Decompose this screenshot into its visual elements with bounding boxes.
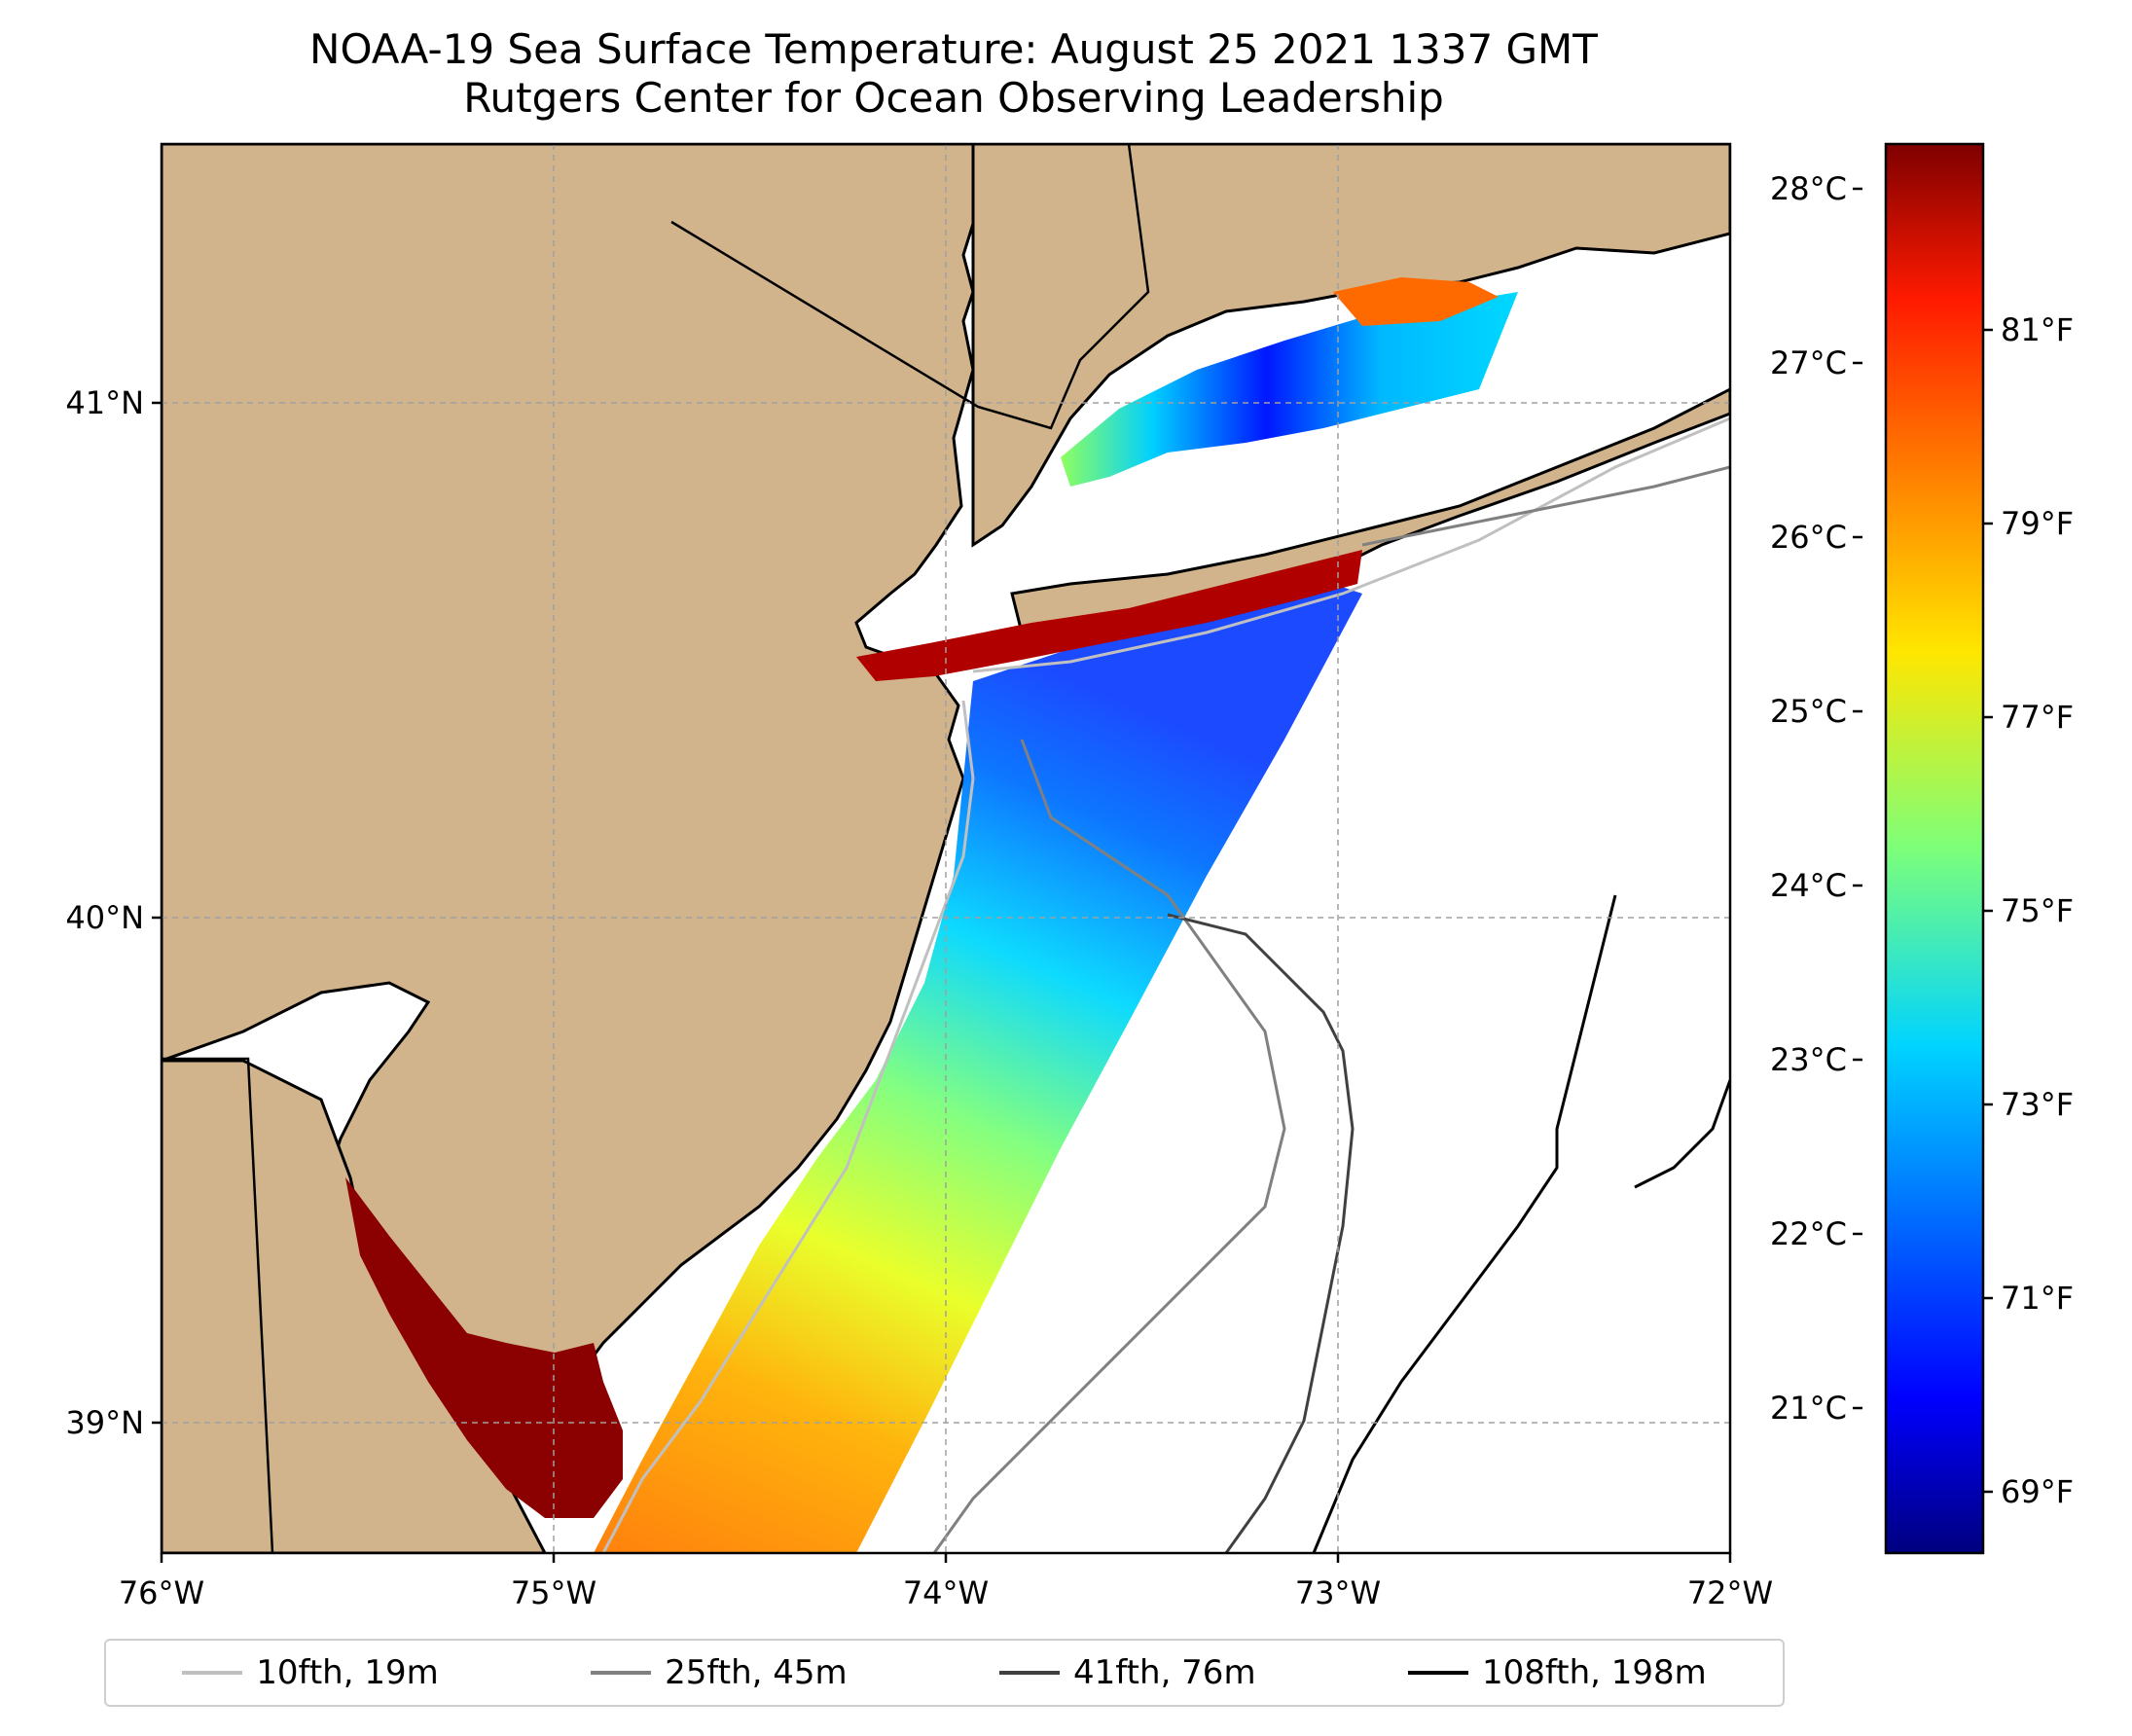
celsius-label: 24°C <box>1770 867 1847 904</box>
isobaths <box>601 416 1730 1553</box>
celsius-labels: 28°C 27°C 26°C 25°C 24°C 23°C 22°C 21°C <box>1770 170 1847 1427</box>
li-sound-sst <box>1061 292 1518 487</box>
legend-line-swatch <box>182 1671 243 1675</box>
fahrenheit-label: 81°F <box>2001 311 2074 348</box>
legend-item: 10fth, 19m <box>182 1653 439 1692</box>
map-title: NOAA-19 Sea Surface Temperature: August … <box>0 25 1907 123</box>
axis-tick-marks <box>152 401 1732 1563</box>
fahrenheit-label: 73°F <box>2001 1086 2074 1123</box>
isobath-76m <box>1167 913 1355 1553</box>
legend-label: 41fth, 76m <box>1073 1653 1256 1692</box>
fahrenheit-label: 69°F <box>2001 1473 2074 1510</box>
lon-tick-label: 76°W <box>119 1574 204 1611</box>
isobath-198m <box>1312 894 1730 1553</box>
lat-tick-label: 39°N <box>65 1404 144 1441</box>
celsius-label: 25°C <box>1770 693 1847 730</box>
isobath-legend: 10fth, 19m 25fth, 45m 41fth, 76m 108fth,… <box>104 1639 1785 1707</box>
fahrenheit-label: 71°F <box>2001 1280 2074 1317</box>
legend-item: 25fth, 45m <box>591 1653 848 1692</box>
title-line-1: NOAA-19 Sea Surface Temperature: August … <box>309 25 1598 73</box>
fahrenheit-label: 79°F <box>2001 505 2074 542</box>
celsius-label: 22°C <box>1770 1215 1847 1252</box>
sst-swath <box>594 584 1362 1553</box>
lon-tick-label: 72°W <box>1687 1574 1773 1611</box>
celsius-label: 26°C <box>1770 519 1847 556</box>
fahrenheit-labels: 81°F 79°F 77°F 75°F 73°F 71°F 69°F <box>2001 311 2074 1510</box>
lat-tick-label: 41°N <box>65 384 144 421</box>
isobath-19m <box>601 416 1730 1553</box>
fahrenheit-label: 77°F <box>2001 699 2074 736</box>
legend-label: 108fth, 198m <box>1481 1653 1707 1692</box>
state-borders <box>162 144 1150 1553</box>
legend-line-swatch <box>1407 1671 1468 1675</box>
celsius-label: 21°C <box>1770 1390 1847 1427</box>
plot-area <box>162 144 1730 1553</box>
lon-tick-label: 75°W <box>511 1574 596 1611</box>
celsius-label: 27°C <box>1770 344 1847 381</box>
lon-tick-label: 73°W <box>1295 1574 1381 1611</box>
land-north <box>971 144 1730 548</box>
ny-bight-warm <box>856 550 1362 681</box>
title-line-2: Rutgers Center for Ocean Observing Leade… <box>463 74 1444 122</box>
legend-item: 41fth, 76m <box>999 1653 1256 1692</box>
isobath-45m <box>932 465 1730 1553</box>
legend-line-swatch <box>999 1671 1061 1675</box>
celsius-ticks <box>1853 187 1862 1410</box>
celsius-label: 28°C <box>1770 170 1847 207</box>
lon-tick-labels: 76°W 75°W 74°W 73°W 72°W <box>119 1574 1773 1611</box>
lat-tick-label: 40°N <box>65 899 144 936</box>
lon-tick-label: 74°W <box>903 1574 989 1611</box>
fahrenheit-ticks <box>1983 328 1993 1494</box>
legend-label: 10fth, 19m <box>256 1653 439 1692</box>
celsius-label: 23°C <box>1770 1041 1847 1078</box>
gridlines <box>162 144 1730 1553</box>
legend-line-swatch <box>591 1671 652 1675</box>
legend-label: 25fth, 45m <box>665 1653 848 1692</box>
fahrenheit-label: 75°F <box>2001 892 2074 929</box>
lat-tick-labels: 41°N 40°N 39°N <box>65 384 144 1441</box>
li-sound-warm <box>1333 277 1499 326</box>
legend-item: 108fth, 198m <box>1407 1653 1707 1692</box>
colorbar <box>1884 142 1985 1555</box>
